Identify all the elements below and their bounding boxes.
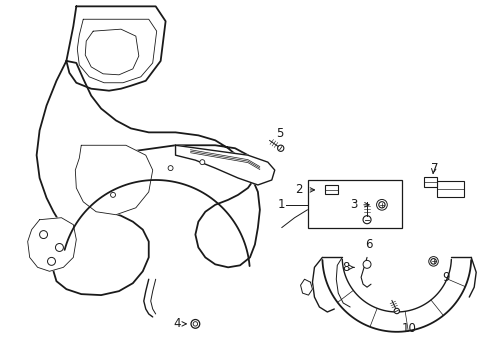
Circle shape <box>428 257 437 266</box>
Polygon shape <box>85 29 139 75</box>
Bar <box>436 181 463 197</box>
Text: 8: 8 <box>341 261 348 274</box>
Circle shape <box>47 257 55 265</box>
Text: 5: 5 <box>275 127 283 140</box>
Text: 10: 10 <box>401 322 415 336</box>
Bar <box>423 177 437 187</box>
Circle shape <box>376 199 386 210</box>
Text: 9: 9 <box>442 271 449 284</box>
Circle shape <box>40 231 47 239</box>
Circle shape <box>430 258 435 264</box>
Polygon shape <box>300 279 312 295</box>
Circle shape <box>168 166 173 171</box>
Circle shape <box>191 320 199 328</box>
Bar <box>307 180 401 228</box>
Circle shape <box>277 145 283 151</box>
Polygon shape <box>66 6 165 91</box>
Text: 3: 3 <box>349 198 356 211</box>
Text: 4: 4 <box>173 318 180 330</box>
Circle shape <box>362 260 370 268</box>
Circle shape <box>362 216 370 224</box>
Polygon shape <box>75 145 152 215</box>
Text: 2: 2 <box>294 184 302 197</box>
Circle shape <box>193 321 197 326</box>
Polygon shape <box>77 19 156 83</box>
Circle shape <box>378 202 384 208</box>
Polygon shape <box>175 145 274 185</box>
Text: 6: 6 <box>365 238 372 251</box>
Polygon shape <box>28 218 76 271</box>
Circle shape <box>393 308 399 314</box>
Text: 7: 7 <box>430 162 437 175</box>
Text: 1: 1 <box>277 198 284 211</box>
Circle shape <box>55 243 63 251</box>
Polygon shape <box>37 61 259 295</box>
Bar <box>324 185 337 194</box>
Circle shape <box>110 192 115 197</box>
Circle shape <box>200 159 204 165</box>
